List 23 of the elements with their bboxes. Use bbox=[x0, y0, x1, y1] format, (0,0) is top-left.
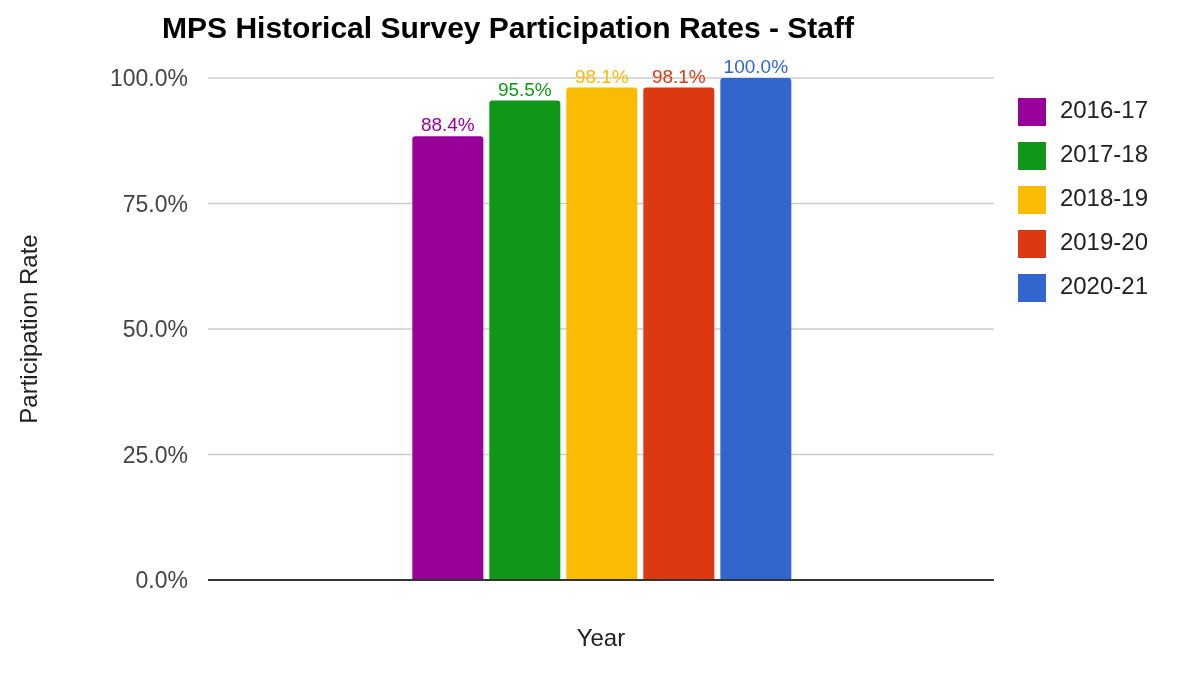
legend-label: 2017-18 bbox=[1059, 140, 1148, 167]
data-label: 98.1% bbox=[651, 65, 706, 87]
x-axis-title: Year bbox=[576, 624, 626, 651]
y-axis-title: Participation Rate bbox=[14, 234, 42, 424]
y-tick-label: 0.0% bbox=[135, 567, 188, 594]
bar bbox=[566, 87, 638, 580]
data-label: 95.5% bbox=[497, 78, 552, 100]
bar bbox=[720, 78, 792, 580]
legend-label: 2020-21 bbox=[1059, 272, 1148, 299]
legend-label: 2016-17 bbox=[1059, 96, 1148, 123]
chart-title: MPS Historical Survey Participation Rates - Staff bbox=[161, 10, 855, 46]
bar bbox=[643, 87, 715, 580]
legend-label: 2018-19 bbox=[1059, 184, 1148, 211]
legend-label: 2019-20 bbox=[1059, 228, 1148, 255]
data-label: 98.1% bbox=[574, 65, 629, 87]
y-tick-label: 50.0% bbox=[122, 316, 188, 343]
bar bbox=[412, 136, 484, 580]
y-tick-label: 100.0% bbox=[109, 65, 188, 92]
y-tick-label: 75.0% bbox=[122, 190, 188, 217]
bar bbox=[489, 100, 561, 580]
data-label: 100.0% bbox=[723, 56, 789, 77]
y-tick-label: 25.0% bbox=[122, 441, 188, 468]
data-label: 88.4% bbox=[420, 114, 475, 136]
